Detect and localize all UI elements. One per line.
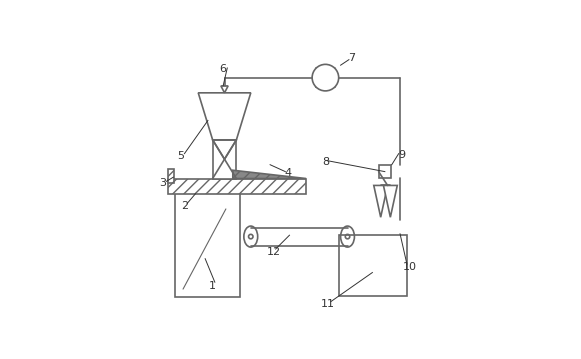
Polygon shape	[221, 86, 228, 93]
Circle shape	[249, 234, 253, 239]
Bar	[379, 165, 391, 178]
Polygon shape	[198, 93, 251, 140]
Bar	[175, 192, 240, 297]
Text: 11: 11	[321, 299, 335, 309]
Text: 1: 1	[209, 281, 216, 292]
Bar	[168, 169, 174, 182]
Polygon shape	[383, 186, 397, 217]
Text: 7: 7	[348, 53, 355, 63]
Text: 2: 2	[181, 201, 188, 211]
Ellipse shape	[244, 226, 258, 247]
Text: 4: 4	[285, 168, 292, 178]
Bar	[339, 235, 407, 296]
Text: 12: 12	[267, 247, 281, 257]
Bar	[168, 178, 306, 194]
Text: 10: 10	[403, 262, 417, 272]
Text: 5: 5	[177, 151, 184, 162]
Text: 6: 6	[220, 64, 227, 74]
Text: 9: 9	[398, 150, 405, 160]
Bar	[213, 140, 236, 178]
Text: 8: 8	[322, 157, 329, 167]
Circle shape	[312, 64, 339, 91]
Polygon shape	[233, 170, 306, 178]
Ellipse shape	[340, 226, 354, 247]
Circle shape	[345, 234, 350, 239]
Text: 3: 3	[159, 178, 166, 188]
Polygon shape	[374, 186, 388, 217]
